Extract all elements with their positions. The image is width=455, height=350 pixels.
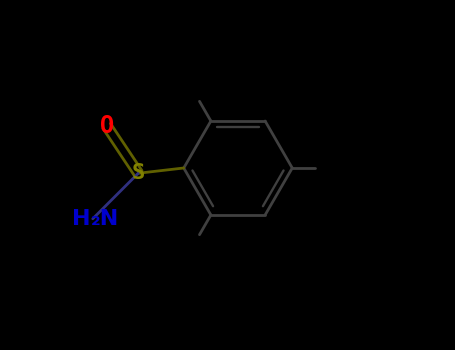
Text: O: O (100, 114, 114, 138)
Text: S: S (131, 163, 145, 183)
Text: H: H (72, 209, 91, 229)
Text: ₂N: ₂N (91, 209, 119, 229)
